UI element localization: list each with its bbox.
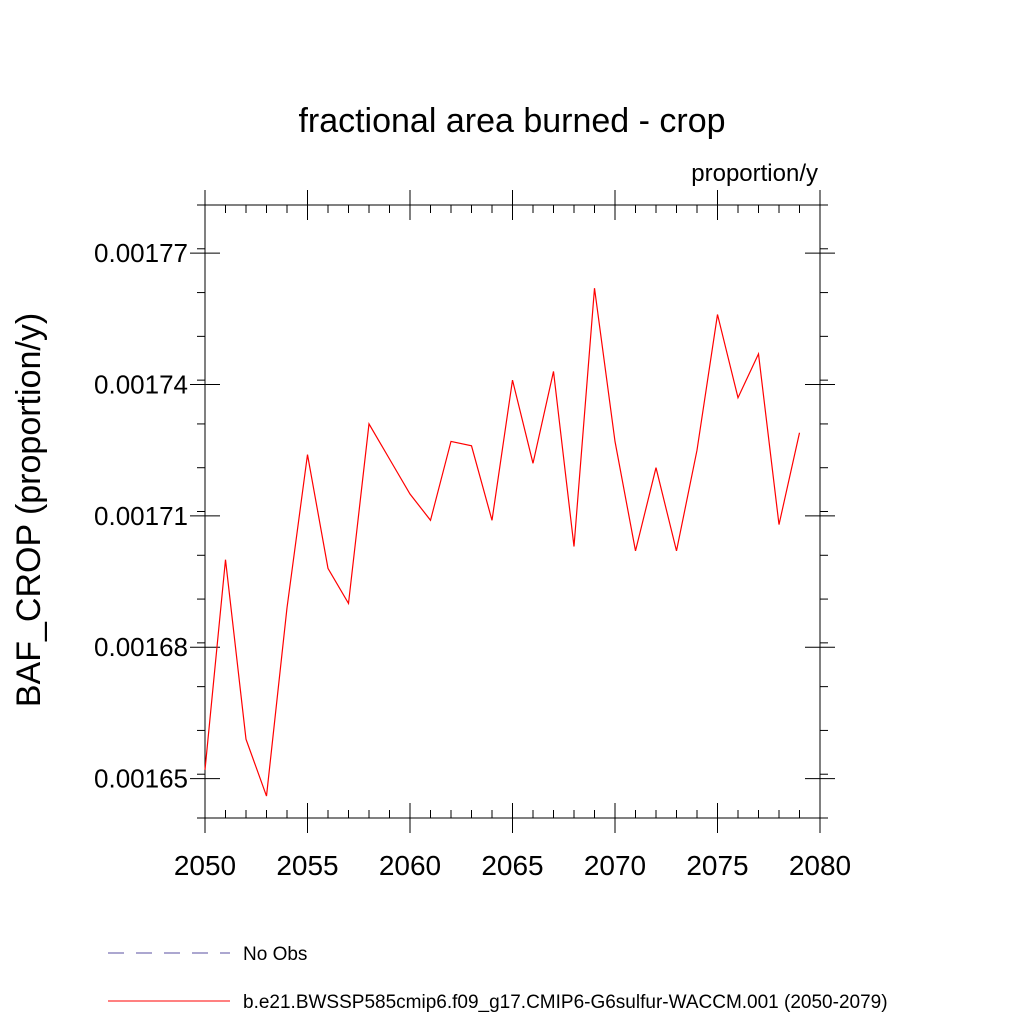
y-tick-label: 0.00168 — [94, 632, 188, 662]
y-tick-label: 0.00171 — [94, 501, 188, 531]
y-axis-label: BAF_CROP (proportion/y) — [10, 313, 48, 707]
x-tick-label: 2050 — [174, 850, 236, 881]
x-tick-label: 2065 — [481, 850, 543, 881]
y-tick-label: 0.00174 — [94, 370, 188, 400]
legend-label: b.e21.BWSSP585cmip6.f09_g17.CMIP6-G6sulf… — [243, 992, 888, 1013]
x-tick-label: 2070 — [584, 850, 646, 881]
data-series — [204, 288, 801, 797]
x-tick-label: 2075 — [686, 850, 748, 881]
legend-label: No Obs — [243, 944, 307, 965]
x-tick-label: 2080 — [789, 850, 851, 881]
chart-units: proportion/y — [691, 160, 818, 187]
legend: No Obs b.e21.BWSSP585cmip6.f09_g17.CMIP6-… — [108, 944, 888, 1013]
axes-ticks: 2050 2055 2060 2065 2070 2075 2080 0.00165 0.001… — [94, 190, 851, 881]
x-tick-label: 2055 — [276, 850, 338, 881]
x-tick-label: 2060 — [379, 850, 441, 881]
plot-frame — [204, 204, 821, 819]
y-tick-label: 0.00165 — [94, 764, 188, 794]
y-tick-label: 0.00177 — [94, 238, 188, 268]
series-line — [204, 288, 801, 797]
chart-title: fractional area burned - crop — [298, 102, 725, 140]
